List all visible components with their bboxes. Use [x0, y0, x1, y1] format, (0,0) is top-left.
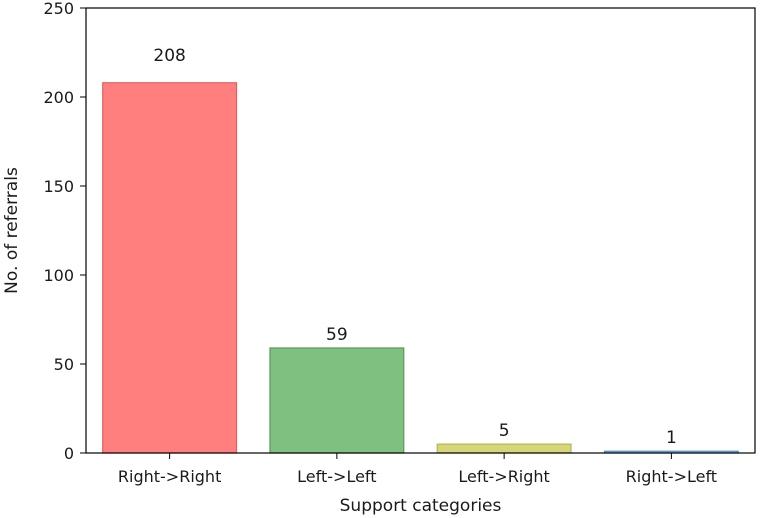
data-label-2: 5	[499, 421, 510, 441]
x-axis-label: Support categories	[340, 496, 502, 516]
x-tick-label-1: Left->Left	[297, 467, 376, 486]
y-tick-label-0: 0	[64, 444, 74, 463]
y-axis-label: No. of referrals	[2, 167, 22, 294]
y-axis-ticks: 0 50 100 150 200 250	[43, 0, 86, 463]
x-tick-label-0: Right->Right	[118, 467, 221, 486]
x-tick-label-3: Right->Left	[626, 467, 717, 486]
bar-0	[102, 82, 238, 454]
y-tick-label-1: 50	[54, 355, 74, 374]
data-label-3: 1	[666, 428, 677, 448]
y-tick-label-4: 200	[43, 88, 74, 107]
plot-frame	[85, 7, 756, 454]
data-labels-group: 208 59 5 1	[153, 46, 676, 448]
bar-1	[269, 347, 405, 454]
y-tick-label-2: 100	[43, 266, 74, 285]
y-tick-label-3: 150	[43, 177, 74, 196]
data-label-0: 208	[153, 46, 185, 66]
y-tick-label-5: 250	[43, 0, 74, 18]
bars-group	[102, 82, 739, 454]
bar-2	[436, 443, 572, 454]
data-label-1: 59	[326, 325, 348, 345]
x-tick-label-2: Left->Right	[458, 467, 549, 486]
x-axis-ticks: Right->Right Left->Left Left->Right Right->…	[118, 453, 717, 486]
